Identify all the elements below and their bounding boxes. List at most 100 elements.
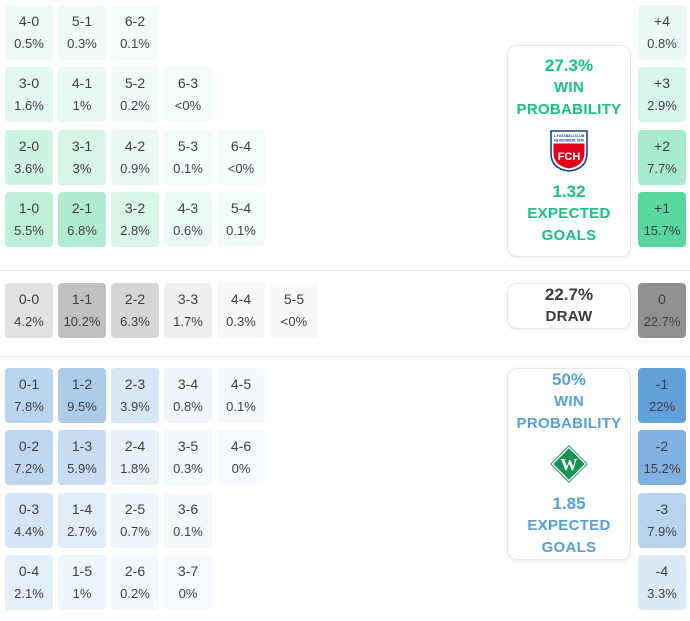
away-score-row: 0-1 7.8% 1-2 9.5% 2-3 3.9% 3-4 0.8% 4-5 0.1%	[5, 368, 265, 423]
probability-label: 2.7%	[67, 524, 97, 540]
score-cell-3-5: 3-5 0.3%	[164, 430, 212, 485]
score-label: 1-5	[71, 562, 93, 579]
probability-label: 3.9%	[120, 399, 150, 415]
score-label: 2-5	[124, 500, 146, 517]
score-label: 5-1	[71, 12, 93, 29]
margin-cell-+4: +4 0.8%	[638, 5, 686, 60]
probability-label: 7.7%	[647, 161, 677, 177]
score-cell-4-1: 4-1 1%	[58, 67, 106, 122]
score-label: 6-2	[124, 12, 146, 29]
score-label: 4-0	[18, 12, 40, 29]
score-cell-0-2: 0-2 7.2%	[5, 430, 53, 485]
score-cell-4-6: 4-6 0%	[217, 430, 265, 485]
probability-label: 1.7%	[173, 314, 203, 330]
probability-label: 6.3%	[120, 314, 150, 330]
score-label: 1-4	[71, 500, 93, 517]
score-label: 0-4	[18, 562, 40, 579]
probability-label: <0%	[227, 161, 255, 177]
probability-label: 15.2%	[643, 461, 681, 477]
score-label: 3-2	[124, 199, 146, 216]
margin-cell-+1: +1 15.7%	[638, 192, 686, 247]
score-label: -1	[655, 375, 669, 392]
probability-label: 7.9%	[647, 524, 677, 540]
goal-difference-column: +4 0.8% +3 2.9% +2 7.7% +1 15.7% 0 22.7% -1 22% -2 15…	[638, 0, 686, 621]
score-label: -2	[655, 437, 669, 454]
score-cell-5-1: 5-1 0.3%	[58, 5, 106, 60]
score-label: 5-5	[283, 290, 305, 307]
score-label: +1	[654, 199, 670, 216]
score-label: 0-0	[18, 290, 40, 307]
score-label: 1-2	[71, 375, 93, 392]
probability-label: 0.8%	[173, 399, 203, 415]
score-cell-3-0: 3-0 1.6%	[5, 67, 53, 122]
score-label: 3-4	[177, 375, 199, 392]
probability-label: 5.5%	[14, 223, 44, 239]
score-cell-4-0: 4-0 0.5%	[5, 5, 53, 60]
home-xg-label-line2: GOALS	[541, 227, 597, 244]
probability-label: 0%	[178, 586, 198, 602]
score-cell-5-5: 5-5 <0%	[270, 283, 318, 338]
probability-label: 7.8%	[14, 399, 44, 415]
home-score-row: 1-0 5.5% 2-1 6.8% 3-2 2.8% 4-3 0.6% 5-4 0.1%	[5, 192, 265, 247]
score-cell-3-4: 3-4 0.8%	[164, 368, 212, 423]
probability-label: 0.8%	[647, 36, 677, 52]
margin-cell-0: 0 22.7%	[638, 283, 686, 338]
fch-crest-abbr: FCH	[558, 151, 581, 163]
probability-label: 2.1%	[14, 586, 44, 602]
score-cell-2-0: 2-0 3.6%	[5, 130, 53, 185]
draw-label: DRAW	[545, 308, 593, 325]
score-cell-3-3: 3-3 1.7%	[164, 283, 212, 338]
score-cell-5-2: 5-2 0.2%	[111, 67, 159, 122]
score-label: 0	[658, 290, 666, 307]
score-label: 0-2	[18, 437, 40, 454]
probability-label: 3%	[72, 161, 92, 177]
werder-crest-abbr: W	[560, 455, 577, 474]
score-label: 5-4	[230, 199, 252, 216]
score-cell-4-2: 4-2 0.9%	[111, 130, 159, 185]
score-cell-3-1: 3-1 3%	[58, 130, 106, 185]
away-expected-goals-value: 1.85	[552, 494, 586, 513]
away-win-label-line1: WIN	[553, 393, 585, 410]
werder-bremen-logo: W	[548, 443, 590, 485]
score-label: 5-2	[124, 74, 146, 91]
home-expected-goals-value: 1.32	[552, 182, 586, 201]
score-cell-2-4: 2-4 1.8%	[111, 430, 159, 485]
score-label: 2-3	[124, 375, 146, 392]
fch-crest-text-line1: 1.FUSSBALLCLUB	[554, 134, 585, 138]
probability-label: 0.1%	[226, 399, 256, 415]
probability-label: 1%	[72, 586, 92, 602]
away-xg-label-line2: GOALS	[541, 539, 597, 556]
score-cell-6-3: 6-3 <0%	[164, 67, 212, 122]
probability-label: 4.4%	[14, 524, 44, 540]
probability-label: 9.5%	[67, 399, 97, 415]
score-cell-4-3: 4-3 0.6%	[164, 192, 212, 247]
score-label: 2-4	[124, 437, 146, 454]
score-label: 3-7	[177, 562, 199, 579]
away-score-row: 0-4 2.1% 1-5 1% 2-6 0.2% 3-7 0%	[5, 555, 212, 610]
score-cell-5-3: 5-3 0.1%	[164, 130, 212, 185]
margin-cell-+2: +2 7.7%	[638, 130, 686, 185]
home-score-row: 2-0 3.6% 3-1 3% 4-2 0.9% 5-3 0.1% 6-4 <0%	[5, 130, 265, 185]
fch-heidenheim-logo: 1.FUSSBALLCLUB HEIDENHEIM 1846 FCH	[550, 130, 588, 172]
away-xg-label-line1: EXPECTED	[527, 517, 611, 534]
score-label: 4-5	[230, 375, 252, 392]
home-score-row: 3-0 1.6% 4-1 1% 5-2 0.2% 6-3 <0%	[5, 67, 212, 122]
score-label: 4-6	[230, 437, 252, 454]
score-cell-4-4: 4-4 0.3%	[217, 283, 265, 338]
home-team-summary-panel: 27.3% WIN PROBABILITY 1.FUSSBALLCLUB HEI…	[507, 45, 631, 257]
score-cell-3-6: 3-6 0.1%	[164, 493, 212, 548]
probability-label: <0%	[280, 314, 308, 330]
probability-label: 3.3%	[647, 586, 677, 602]
score-cell-0-4: 0-4 2.1%	[5, 555, 53, 610]
score-cell-2-2: 2-2 6.3%	[111, 283, 159, 338]
score-label: +4	[654, 12, 670, 29]
probability-label: 0.1%	[120, 36, 150, 52]
score-cell-4-5: 4-5 0.1%	[217, 368, 265, 423]
score-cell-2-6: 2-6 0.2%	[111, 555, 159, 610]
score-label: 2-1	[71, 199, 93, 216]
score-cell-2-3: 2-3 3.9%	[111, 368, 159, 423]
score-label: 3-5	[177, 437, 199, 454]
score-label: +3	[654, 74, 670, 91]
draw-score-row: 0-0 4.2% 1-1 10.2% 2-2 6.3% 3-3 1.7% 4-4 0.3% 5-5 <…	[5, 283, 318, 338]
probability-label: <0%	[174, 98, 202, 114]
